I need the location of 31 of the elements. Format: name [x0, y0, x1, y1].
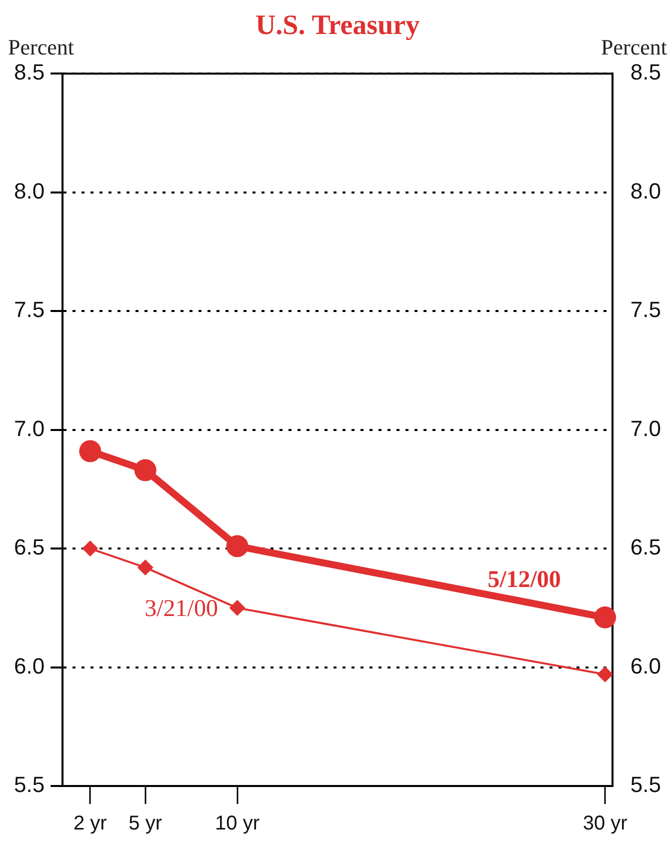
y2-tick-label: 7.5	[630, 297, 662, 322]
x-tick-label: 30 yr	[582, 812, 628, 835]
y2-tick-label: 7.0	[630, 416, 662, 441]
point	[79, 440, 102, 462]
x-tick-label: 5 yr	[128, 812, 162, 835]
y-axis-title: Percent	[8, 34, 74, 60]
y2-tick-label: 6.5	[630, 534, 662, 560]
y-tick-label: 5.5	[14, 772, 45, 798]
point	[229, 600, 246, 616]
y-tick-label: 8.5	[14, 60, 45, 85]
y-tick-label: 7.0	[14, 416, 45, 441]
point	[597, 666, 614, 682]
point	[594, 606, 616, 628]
y-tick-label: 6.5	[14, 534, 45, 560]
point	[82, 540, 98, 557]
y2-tick-label: 8.0	[630, 178, 662, 204]
y-tick-label: 6.0	[14, 653, 45, 678]
y-tick-label: 8.0	[14, 178, 45, 204]
x-tick-label: 10 yr	[215, 812, 260, 835]
y-tick-label: 7.5	[14, 297, 45, 322]
point	[134, 459, 156, 482]
point	[226, 535, 248, 558]
y2-tick-label: 5.5	[630, 772, 662, 798]
series-label: 5/12/00	[488, 567, 561, 594]
y2-axis-title: Percent	[601, 34, 667, 60]
chart-title: U.S. Treasury	[255, 10, 420, 42]
point	[137, 560, 154, 576]
y2-tick-label: 8.5	[630, 60, 662, 85]
y2-tick-label: 6.0	[630, 653, 662, 678]
x-tick-label: 2 yr	[73, 812, 108, 835]
series-label: 3/21/00	[144, 596, 218, 622]
